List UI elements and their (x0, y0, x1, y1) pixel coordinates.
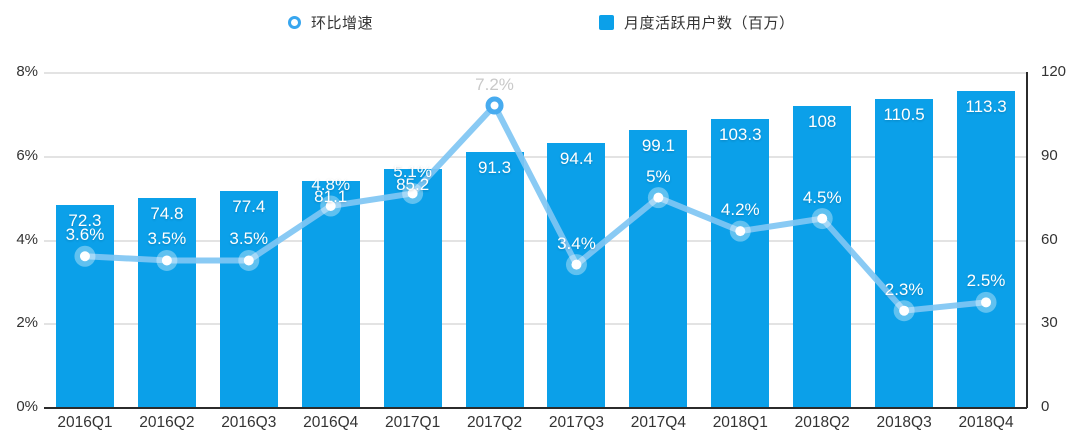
x-axis-label: 2017Q2 (466, 414, 523, 431)
growth-value-label: 3.5% (229, 229, 269, 249)
bar-2016Q3 (219, 190, 278, 407)
bar-value-label: 99.1 (641, 136, 675, 156)
y-axis-tick-right: 30 (1041, 314, 1058, 332)
x-axis-label: 2017Q1 (385, 414, 441, 431)
bar-value-label: 74.8 (150, 204, 184, 224)
x-axis-label: 2018Q3 (876, 414, 932, 431)
x-axis-label: 2018Q4 (958, 414, 1014, 431)
line-marker (243, 255, 254, 266)
x-axis-label: 2018Q1 (712, 414, 768, 431)
bar-value-label: 72.3 (68, 211, 102, 231)
y-axis-tick-right: 90 (1041, 146, 1058, 164)
gridline (44, 72, 1027, 74)
growth-value-label: 4.8% (311, 175, 351, 194)
growth-value-label: 5% (646, 166, 671, 186)
bar-value-label: 77.4 (232, 196, 266, 216)
x-axis-label: 2016Q4 (303, 414, 359, 431)
bar-2017Q1 (383, 169, 442, 407)
x-axis-line (44, 407, 1027, 409)
bar-value-label: 91.3 (477, 158, 512, 178)
line-marker (161, 255, 172, 266)
y-axis-tick-right: 60 (1041, 230, 1058, 248)
y-axis-tick-right: 0 (1041, 398, 1050, 415)
line-marker (79, 251, 90, 262)
line-marker (571, 259, 582, 270)
growth-value-label: 4.2% (720, 200, 760, 220)
plot-area: 72.3 74.8 77.4 81.1 85.2 91.3 94.4 99.1 103.3 108… (44, 72, 1028, 409)
right-axis-line (1026, 72, 1028, 408)
x-axis-label: 2016Q2 (139, 414, 195, 431)
line-marker-peak (485, 96, 504, 115)
legend-item-growth[interactable]: 环比增速 (288, 13, 374, 32)
growth-value-label: 3.5% (147, 229, 187, 249)
bar-series-legend-icon (599, 14, 614, 30)
legend-item-mau[interactable]: 月度活跃用户数（百万） (599, 13, 795, 32)
line-marker (735, 226, 746, 237)
bar-value-label: 108 (808, 111, 837, 131)
y-axis-tick-left: 0% (16, 398, 38, 415)
x-axis-label: 2016Q1 (57, 414, 113, 431)
growth-line-series (74, 96, 997, 322)
x-axis-label: 2018Q2 (794, 414, 850, 431)
gridline (44, 239, 1027, 242)
legend-label-mau: 月度活跃用户数（百万） (624, 14, 795, 32)
growth-value-label: 5.1% (393, 162, 432, 182)
line-marker (981, 297, 992, 308)
bar-2018Q4 (957, 90, 1016, 407)
y-axis-tick-left: 8% (16, 63, 38, 80)
bar-value-label: 81.1 (314, 186, 348, 206)
gridline (44, 323, 1027, 326)
y-axis-tick-left: 4% (16, 230, 38, 248)
growth-value-label: 7.2% (475, 74, 514, 94)
bar-value-label: 110.5 (883, 104, 925, 124)
gridline (44, 155, 1027, 158)
x-axis-label: 2017Q3 (548, 414, 605, 431)
bar-2017Q4 (629, 130, 688, 407)
legend-label-growth: 环比增速 (311, 14, 374, 32)
growth-value-label: 4.5% (802, 187, 842, 207)
y-axis-tick-right: 120 (1041, 63, 1067, 80)
growth-value-label: 3.4% (557, 233, 596, 253)
bar-2017Q3 (547, 143, 606, 407)
x-axis-label: 2016Q3 (221, 414, 277, 431)
y-axis-tick-left: 6% (16, 146, 38, 164)
line-marker (899, 305, 910, 316)
growth-value-label: 3.6% (65, 225, 105, 245)
growth-line (81, 102, 990, 314)
bar-2017Q2 (465, 152, 524, 407)
growth-value-label: 2.5% (966, 271, 1006, 291)
growth-value-label: 2.3% (884, 279, 924, 299)
bar-value-label: 85.2 (396, 175, 430, 195)
bar-value-label: 94.4 (559, 149, 593, 169)
bar-2018Q1 (711, 118, 770, 407)
line-marker (653, 192, 664, 203)
bar-value-label: 113.3 (965, 96, 1007, 116)
line-marker (407, 188, 418, 199)
y-axis-tick-left: 2% (16, 314, 38, 332)
bar-2016Q1 (55, 205, 114, 407)
bar-2018Q2 (793, 105, 852, 407)
bar-2018Q3 (875, 98, 934, 407)
x-axis-label: 2017Q4 (630, 414, 686, 431)
line-marker (325, 201, 336, 211)
line-marker (817, 213, 828, 224)
bar-2016Q2 (137, 198, 196, 407)
bar-value-label: 103.3 (719, 124, 762, 144)
line-series-legend-icon (288, 15, 301, 29)
